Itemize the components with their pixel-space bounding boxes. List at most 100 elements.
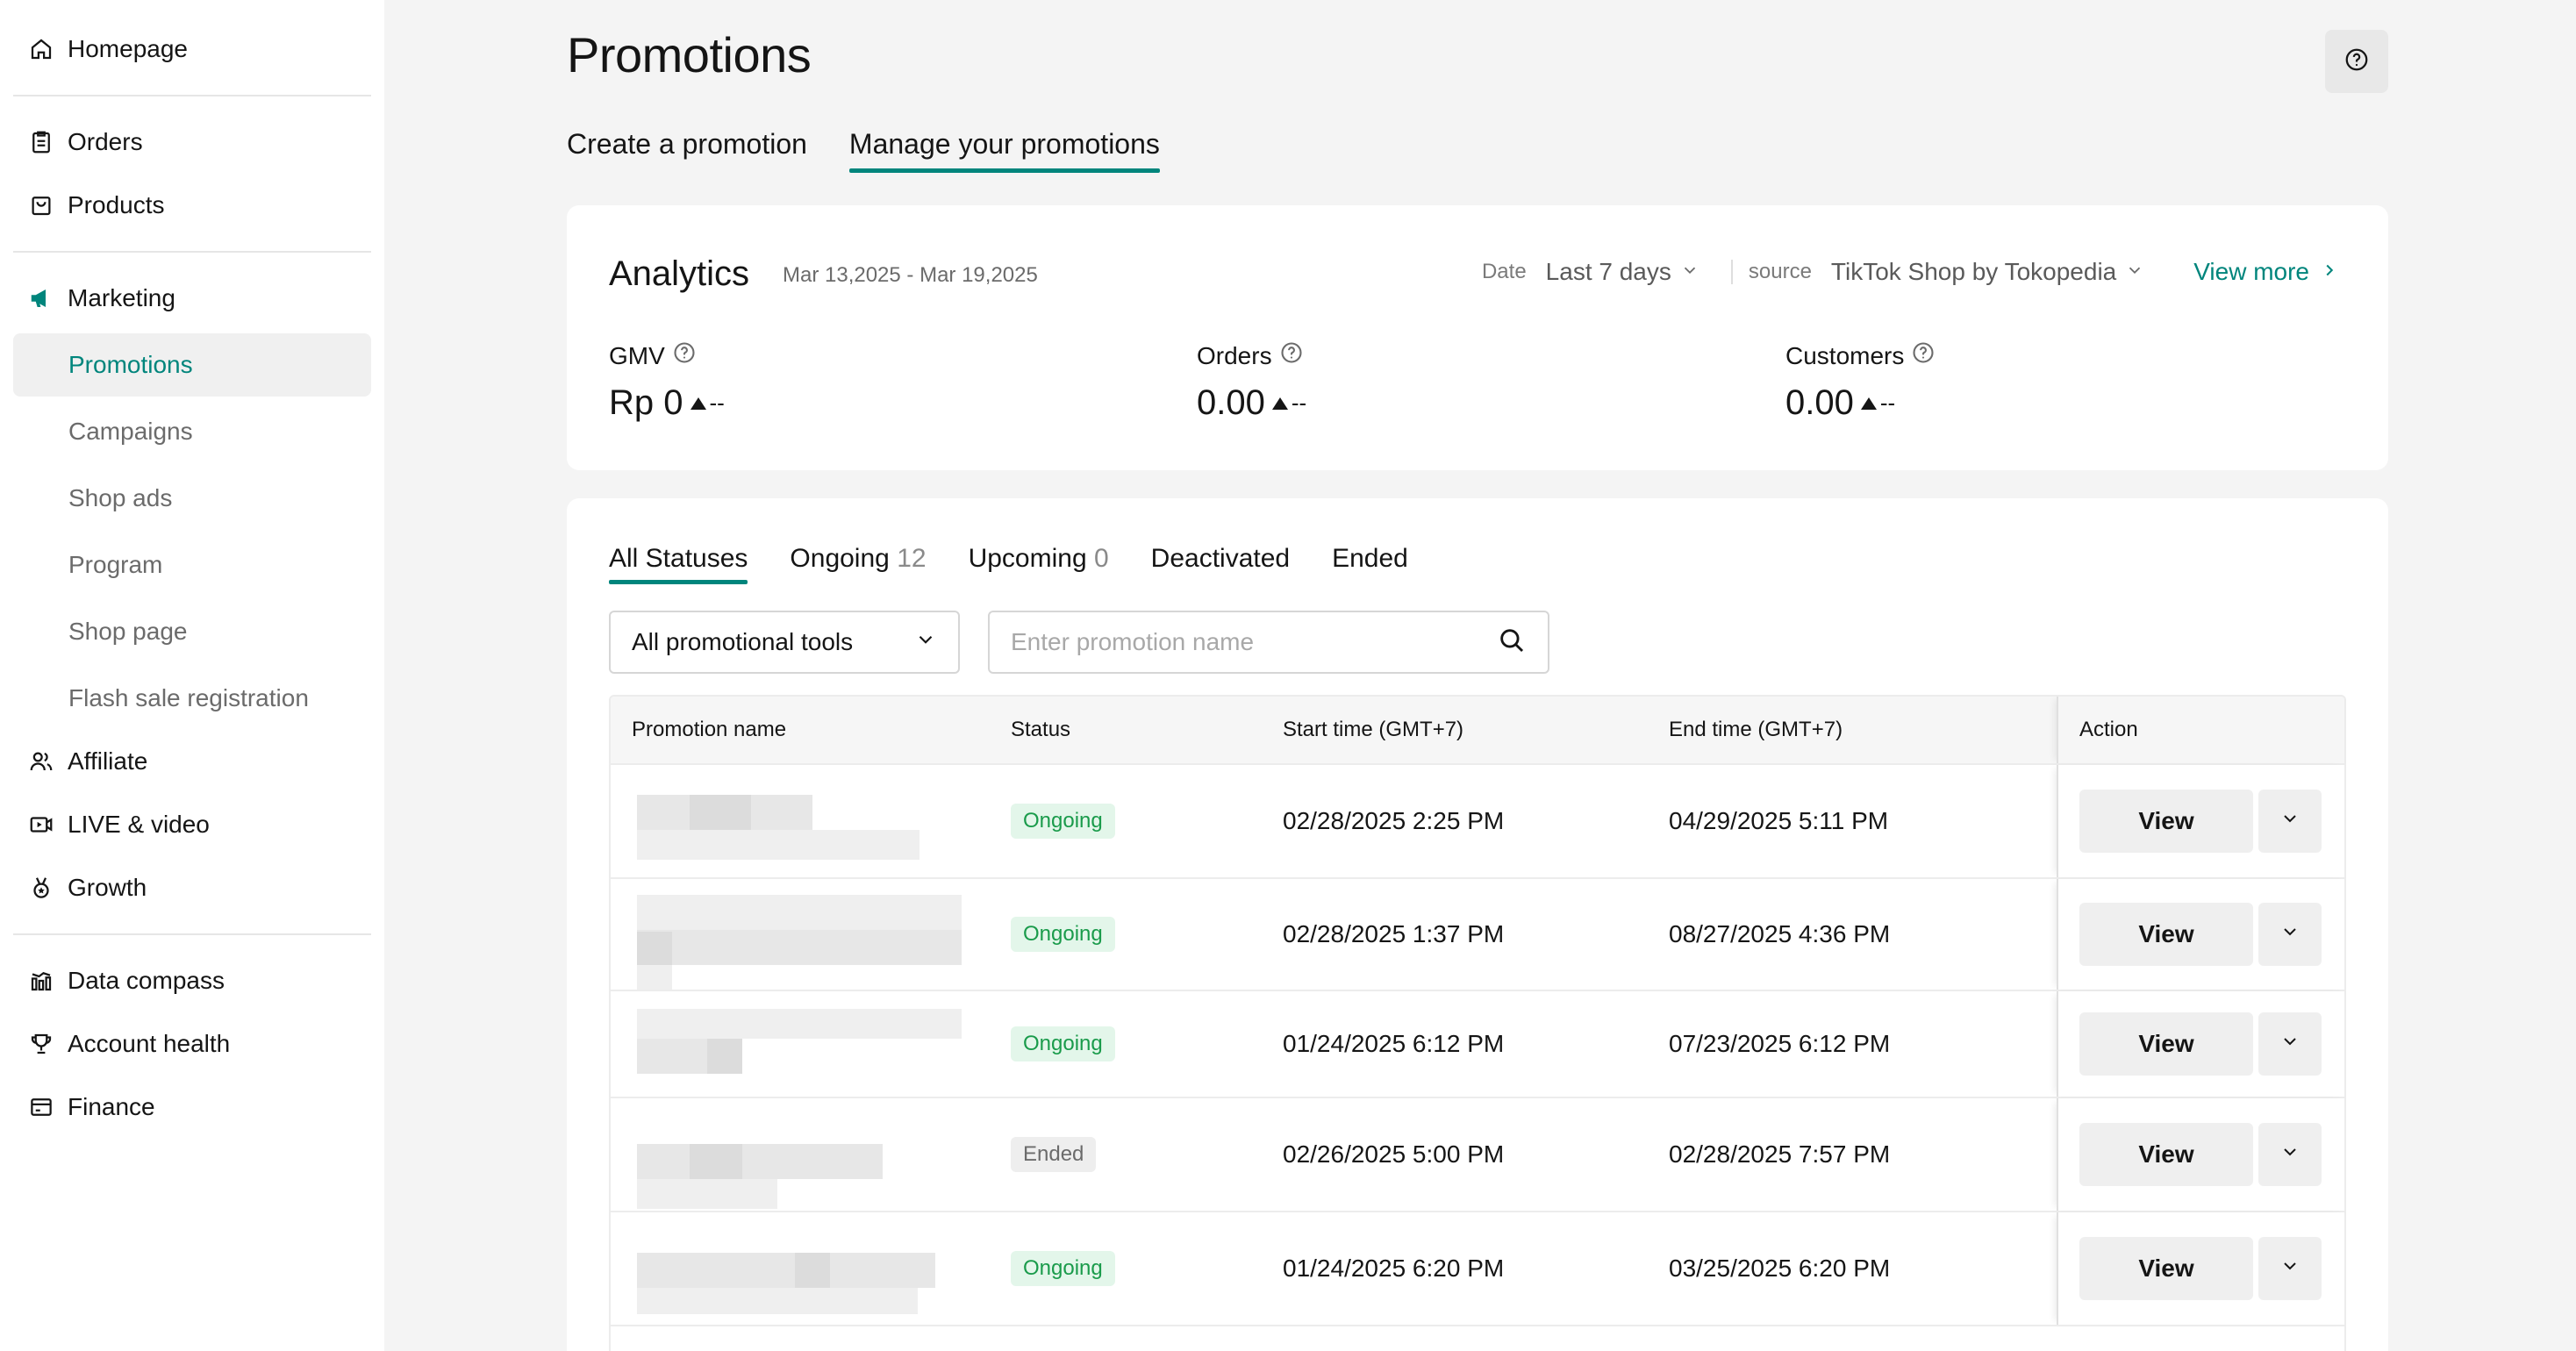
chevron-right-icon <box>2320 258 2339 286</box>
top-tabs: Create a promotion Manage your promotion… <box>567 128 1160 173</box>
end-time: 02/28/2025 7:57 PM <box>1669 1140 1891 1168</box>
sidebar-item-finance[interactable]: Finance <box>13 1076 371 1139</box>
view-button[interactable]: View <box>2079 1012 2253 1076</box>
sidebar-item-shop-ads[interactable]: Shop ads <box>68 484 173 511</box>
page-title: Promotions <box>567 27 812 82</box>
sidebar-item-label: Finance <box>68 1093 155 1120</box>
status-tab-ongoing[interactable]: Ongoing 12 <box>790 544 926 584</box>
date-filter-dropdown[interactable]: Last 7 days <box>1546 258 1699 286</box>
search-box <box>988 611 1549 674</box>
sidebar-item-products[interactable]: Products <box>13 174 371 237</box>
source-label: source <box>1748 260 1812 283</box>
status-tab-upcoming[interactable]: Upcoming 0 <box>969 544 1109 584</box>
more-actions-button[interactable] <box>2258 1237 2322 1300</box>
sidebar-item-label: Orders <box>68 128 143 155</box>
column-header-end: End time (GMT+7) <box>1655 718 2041 742</box>
date-filter-value: Last 7 days <box>1545 258 1671 285</box>
more-actions-button[interactable] <box>2258 790 2322 853</box>
table-row: Ongoing 02/28/2025 2:25 PM 04/29/2025 5:… <box>611 763 2344 877</box>
analytics-title: Analytics <box>609 254 750 293</box>
start-time: 01/24/2025 6:20 PM <box>1283 1254 1505 1282</box>
metric-label: Orders <box>1197 341 1272 369</box>
arrow-up-icon <box>1271 397 1288 410</box>
status-tab-count: 0 <box>1093 544 1109 573</box>
home-icon <box>27 35 55 63</box>
sidebar-item-orders[interactable]: Orders <box>13 111 371 174</box>
more-actions-button[interactable] <box>2258 903 2322 966</box>
sidebar-item-label: Homepage <box>68 35 188 62</box>
chevron-down-icon <box>914 628 937 657</box>
start-time: 02/26/2025 5:00 PM <box>1283 1140 1505 1168</box>
question-circle-icon[interactable] <box>1911 340 1936 371</box>
trophy-icon <box>27 1030 55 1058</box>
sidebar-item-shop-page[interactable]: Shop page <box>68 618 188 645</box>
status-tab-deactivated[interactable]: Deactivated <box>1151 544 1290 584</box>
question-circle-icon[interactable] <box>1279 340 1304 371</box>
chevron-down-icon <box>1680 258 1699 286</box>
table-row <box>611 1325 2344 1351</box>
chevron-down-icon <box>2279 920 2301 948</box>
metric-label: Customers <box>1785 341 1905 369</box>
metric-gmv: GMV Rp 0 -- <box>609 340 725 423</box>
sidebar-item-account-health[interactable]: Account health <box>13 1012 371 1076</box>
promotion-name-redacted[interactable] <box>611 991 997 1097</box>
sidebar-item-label: LIVE & video <box>68 811 210 838</box>
status-tab-ended[interactable]: Ended <box>1332 544 1408 584</box>
sidebar-item-homepage[interactable]: Homepage <box>13 18 371 81</box>
sidebar-item-flash-sale[interactable]: Flash sale registration <box>68 684 309 711</box>
promotion-name-redacted[interactable] <box>611 1098 997 1211</box>
column-header-name: Promotion name <box>632 718 787 741</box>
question-circle-icon[interactable] <box>672 340 697 371</box>
status-badge: Ongoing <box>1011 1251 1115 1286</box>
sidebar-item-campaigns[interactable]: Campaigns <box>68 418 193 445</box>
video-icon <box>27 811 55 839</box>
metric-delta: -- <box>1879 390 1896 416</box>
arrow-up-icon <box>1860 397 1877 410</box>
sidebar-item-program[interactable]: Program <box>68 551 163 578</box>
source-filter-dropdown[interactable]: TikTok Shop by Tokopedia <box>1831 258 2144 286</box>
view-button[interactable]: View <box>2079 903 2253 966</box>
chevron-down-icon <box>2279 1254 2301 1283</box>
sidebar-item-data-compass[interactable]: Data compass <box>13 949 371 1012</box>
view-button[interactable]: View <box>2079 1237 2253 1300</box>
view-button[interactable]: View <box>2079 790 2253 853</box>
status-badge: Ended <box>1011 1137 1097 1172</box>
view-more-link[interactable]: View more <box>2193 258 2339 286</box>
sidebar-item-marketing[interactable]: Marketing <box>13 267 371 330</box>
column-header-timezone: (GMT+7) <box>1757 718 1843 741</box>
status-tab-all[interactable]: All Statuses <box>609 544 748 584</box>
promotion-name-redacted[interactable] <box>611 765 997 877</box>
sidebar-item-growth[interactable]: Growth <box>13 856 371 919</box>
promotion-name-redacted[interactable] <box>611 1212 997 1325</box>
wallet-icon <box>27 1093 55 1121</box>
sidebar-item-label: Account health <box>68 1030 231 1057</box>
promotion-name-redacted[interactable] <box>611 879 997 991</box>
search-input[interactable] <box>1011 628 1497 656</box>
tab-create-promotion[interactable]: Create a promotion <box>567 128 807 160</box>
search-icon[interactable] <box>1497 625 1527 660</box>
status-badge: Ongoing <box>1011 1026 1115 1062</box>
table-row: Ongoing 01/24/2025 6:20 PM 03/25/2025 6:… <box>611 1211 2344 1325</box>
more-actions-button[interactable] <box>2258 1012 2322 1076</box>
more-actions-button[interactable] <box>2258 1123 2322 1186</box>
metric-orders: Orders 0.00 -- <box>1197 340 1306 423</box>
metric-delta: -- <box>1291 390 1307 416</box>
tab-manage-promotions[interactable]: Manage your promotions <box>848 128 1160 173</box>
people-icon <box>27 747 55 776</box>
status-tab-label: Upcoming <box>968 544 1087 573</box>
column-header-timezone: (GMT+7) <box>1378 718 1464 741</box>
view-button[interactable]: View <box>2079 1123 2253 1186</box>
analytics-date-range: Mar 13,2025 - Mar 19,2025 <box>783 263 1038 287</box>
divider <box>13 95 371 96</box>
help-button[interactable] <box>2325 30 2388 93</box>
sidebar-item-affiliate[interactable]: Affiliate <box>13 730 371 793</box>
end-time: 08/27/2025 4:36 PM <box>1669 920 1891 947</box>
status-tab-label: Deactivated <box>1150 544 1291 573</box>
metric-value: Rp 0 <box>609 383 683 422</box>
sidebar-item-promotions[interactable]: Promotions <box>13 333 371 397</box>
metric-value: 0.00 <box>1785 383 1854 422</box>
end-time: 04/29/2025 5:11 PM <box>1669 807 1889 834</box>
promotional-tools-select[interactable]: All promotional tools <box>609 611 960 674</box>
sidebar-item-live-video[interactable]: LIVE & video <box>13 793 371 856</box>
column-header-status: Status <box>1011 718 1071 741</box>
